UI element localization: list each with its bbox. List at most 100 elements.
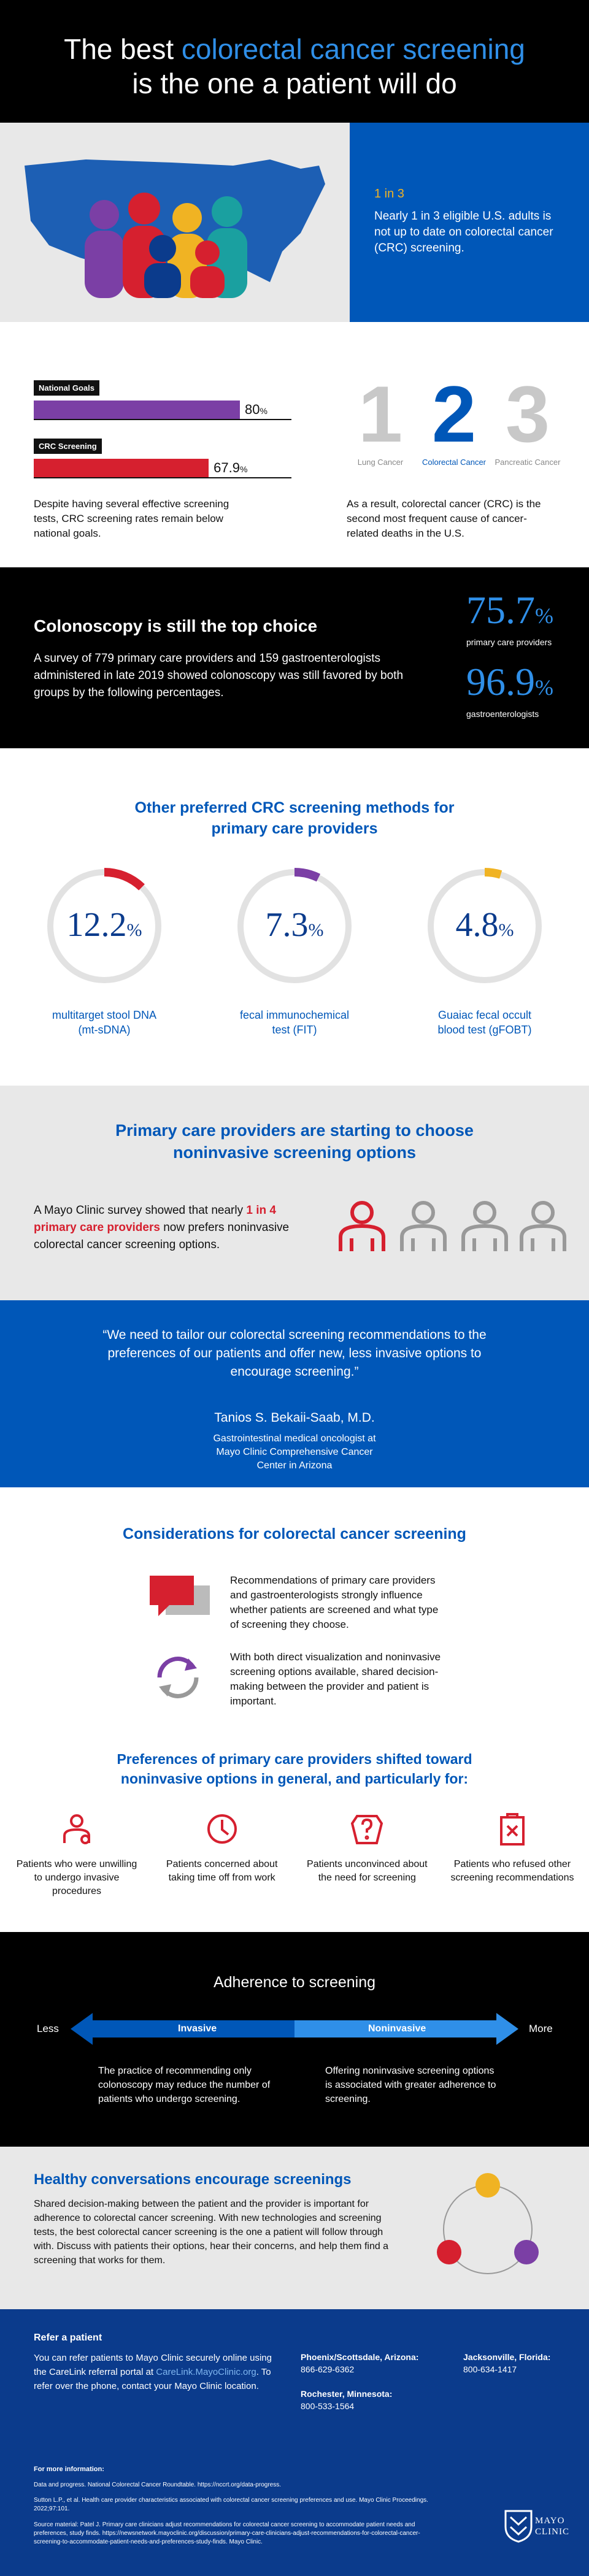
method: 7.3% fecal immunochemical test (FIT) [215, 865, 374, 1037]
conversation-diagram [437, 2173, 539, 2274]
quote-role: Gastrointestinal medical oncologist at M… [213, 1433, 376, 1471]
considerations-section: Considerations for colorectal cancer scr… [0, 1487, 589, 1717]
considerations-title: Considerations for colorectal cancer scr… [123, 1525, 466, 1543]
reference: Source material: Patel J. Primary care c… [34, 2521, 420, 2545]
rank: 2 Colorectal Cancer [417, 374, 491, 467]
rank-label: Pancreatic Cancer [495, 458, 561, 467]
preference-icon [351, 1815, 383, 1844]
gauge [46, 868, 163, 984]
carelink-link[interactable]: CareLink.MayoClinic.org [156, 2367, 256, 2377]
method-value: 12.2% [25, 905, 184, 945]
invasive-label: Invasive [178, 2023, 217, 2034]
gauge-arc [426, 868, 543, 984]
ranking: 1 Lung Cancer 2 Colorectal Cancer 3 Pancreati… [344, 374, 564, 467]
value-number: 75.7 [466, 588, 535, 632]
text: A Mayo Clinic survey showed that nearly [34, 1204, 244, 1217]
goal-bar [34, 401, 240, 419]
method-value: 7.3% [215, 905, 374, 945]
gauge-arc [46, 868, 163, 984]
goal-bar-row: 67.9% [34, 459, 291, 478]
goal-bar-row: 80% [34, 401, 291, 420]
value-number: 96.9 [466, 660, 535, 703]
goal-label: National Goals [34, 380, 100, 396]
quote-section: “We need to tailor our colorectal screen… [0, 1300, 589, 1487]
preference-icon [63, 1814, 90, 1844]
value-unit: % [126, 920, 142, 940]
logo-shield [504, 2510, 533, 2543]
quote-text: “We need to tailor our colorectal screen… [102, 1328, 487, 1379]
goal-row: National Goals 80% [34, 380, 291, 439]
preference-icon [207, 1814, 237, 1844]
preference: Patients unconvinced about the need for … [302, 1812, 431, 1898]
title-part: is the one a patient will do [132, 67, 457, 99]
map-illustration [25, 159, 325, 298]
adherence-section: Adherence to screening Less More Invasiv… [0, 1932, 589, 2147]
logo-line: CLINIC [535, 2527, 569, 2537]
goal-value: 67.9% [214, 460, 247, 476]
value-unit: % [535, 675, 553, 700]
preference-text: Patients who refused other screening rec… [450, 1859, 574, 1883]
location: Rochester, Minnesota: 800-533-1564 [301, 2388, 392, 2412]
methods-title: Other preferred CRC screening methods fo… [134, 799, 455, 837]
preference: Patients who refused other screening rec… [448, 1812, 577, 1898]
noninvasive-title: Primary care providers are starting to c… [115, 1121, 474, 1162]
value-number: 4.8 [455, 906, 499, 944]
conversations-title: Healthy conversations encourage screenin… [34, 2171, 352, 2188]
people [85, 193, 247, 298]
stat: 1 in 3 [374, 187, 404, 201]
value-number: 12.2 [66, 906, 127, 944]
footer-text: You can refer patients to Mayo Clinic se… [34, 2351, 279, 2393]
method: 12.2% multitarget stool DNA (mt-sDNA) [25, 865, 184, 1037]
text-highlight: 1 in 4 primary care providers [34, 1204, 276, 1234]
title-highlight: colorectal cancer screening [181, 33, 525, 65]
consideration-text: Recommendations of primary care provider… [230, 1574, 439, 1630]
stat-label: primary care providers [466, 637, 552, 647]
colonoscopy-stats: 75.7% primary care providers 96.9% gastroen… [466, 589, 583, 732]
stat-value: 75.7% [466, 589, 583, 637]
stat-label: gastroenterologists [466, 709, 539, 719]
method-value: 4.8% [405, 905, 564, 945]
quote-name: Tanios S. Bekaii-Saab, M.D. [214, 1411, 375, 1425]
preferences-title: Preferences of primary care providers sh… [117, 1751, 472, 1787]
preference-text: Patients unconvinced about the need for … [307, 1859, 428, 1883]
map-section: 1 in 3 Nearly 1 in 3 eligible U.S. adult… [0, 123, 589, 322]
title-part: The best [64, 33, 174, 65]
location-name: Jacksonville, Florida: [463, 2352, 551, 2362]
text: You can refer patients to Mayo Clinic se… [34, 2353, 272, 2377]
location: Phoenix/Scottsdale, Arizona: 866-629-6362 [301, 2351, 418, 2375]
location-name: Rochester, Minnesota: [301, 2389, 393, 2399]
stat-text: Nearly 1 in 3 eligible U.S. adults is no… [374, 210, 553, 255]
goal-value: 80% [245, 402, 268, 418]
preference: Patients who were unwilling to undergo i… [12, 1812, 141, 1898]
noninvasive-text: A Mayo Clinic survey showed that nearly … [34, 1202, 304, 1254]
location-phone: 866-629-6362 [301, 2364, 355, 2374]
ranking-text: As a result, colorectal cancer (CRC) is … [347, 498, 541, 539]
stat-value: 96.9% [466, 661, 583, 709]
method-label: multitarget stool DNA (mt-sDNA) [52, 1009, 157, 1036]
stat: 75.7% primary care providers [466, 589, 583, 648]
goal-row: CRC Screening 67.9% [34, 439, 291, 497]
invasive-text: The practice of recommending only colono… [98, 2066, 271, 2104]
logo-text: MAYO CLINIC [535, 2515, 569, 2537]
value-unit: % [260, 406, 268, 416]
value-unit: % [308, 920, 324, 940]
reference: Data and progress. National Colorectal C… [34, 2482, 281, 2488]
header: The best colorectal cancer screening is … [0, 0, 589, 123]
rank: 3 Pancreatic Cancer [491, 374, 564, 467]
logo-line: MAYO [535, 2516, 565, 2526]
goal-bar [34, 459, 209, 477]
more-title: For more information: [34, 2466, 104, 2473]
value-unit: % [498, 920, 514, 940]
conversations-section: Healthy conversations encourage screenin… [0, 2147, 589, 2309]
location-name: Phoenix/Scottsdale, Arizona: [301, 2352, 419, 2362]
goals-section: National Goals 80% CRC Screening 67.9% Desp… [0, 322, 589, 567]
adherence-title: Adherence to screening [213, 1974, 376, 1991]
scale-less: Less [37, 2023, 59, 2034]
conversations-text: Shared decision-making between the patie… [34, 2199, 389, 2266]
footer: Refer a patient You can refer patients t… [0, 2309, 589, 2576]
colonoscopy-section: Colonoscopy is still the top choice A su… [0, 567, 589, 748]
method-label: fecal immunochemical test (FIT) [239, 1009, 350, 1036]
chat-icon [150, 1576, 210, 1616]
stat: 96.9% gastroenterologists [466, 661, 583, 719]
